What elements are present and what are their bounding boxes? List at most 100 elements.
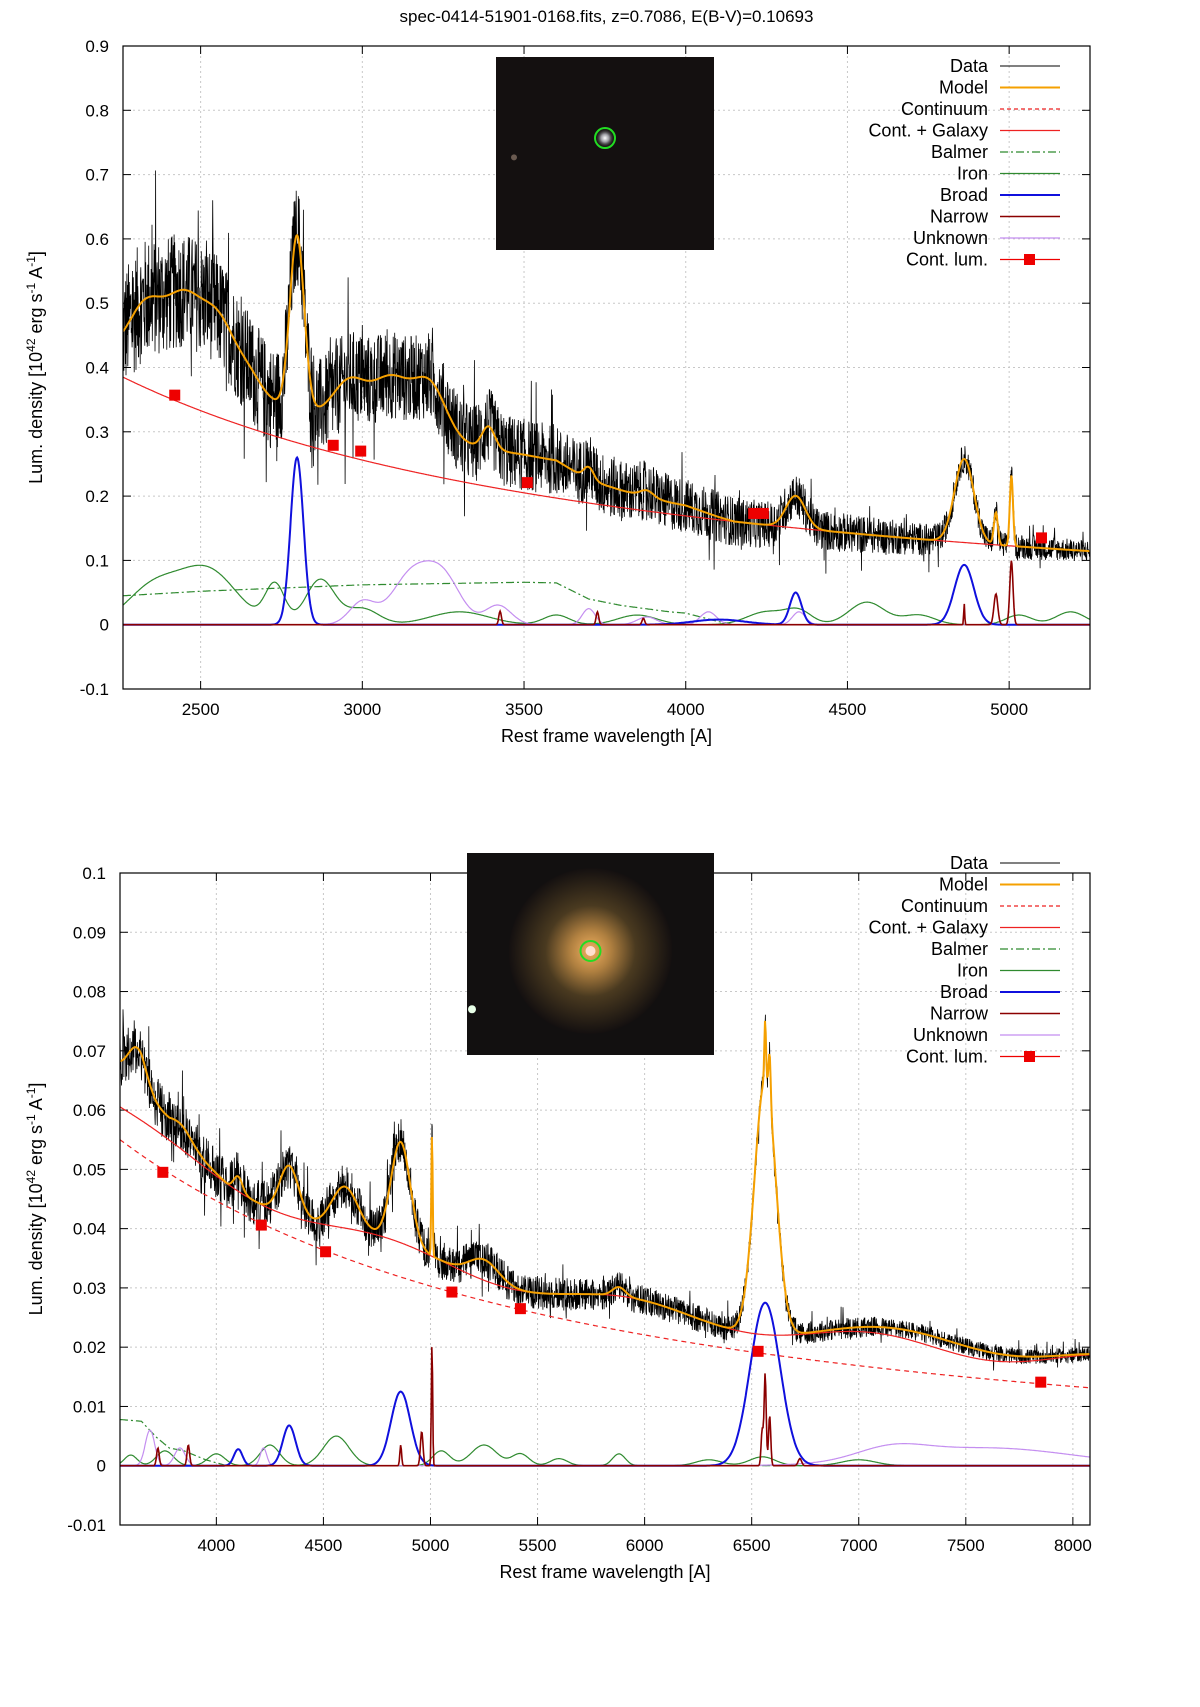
y-tick-label: 0 bbox=[97, 1457, 106, 1476]
x-tick-label: 5000 bbox=[412, 1536, 450, 1555]
legend-label: Unknown bbox=[913, 228, 988, 248]
y-tick-label: 0.06 bbox=[73, 1101, 106, 1120]
y-tick-label: 0.03 bbox=[73, 1279, 106, 1298]
y-tick-label: -0.1 bbox=[80, 680, 109, 699]
y-tick-label: 0 bbox=[100, 616, 109, 635]
y-tick-label: 0.08 bbox=[73, 983, 106, 1002]
legend-label: Data bbox=[950, 853, 989, 873]
y-tick-label: 0.04 bbox=[73, 1220, 106, 1239]
x-tick-label: 7000 bbox=[840, 1536, 878, 1555]
x-tick-label: 6000 bbox=[626, 1536, 664, 1555]
cont-lum-point bbox=[327, 439, 339, 451]
cont-lum-point bbox=[446, 1286, 458, 1298]
cont-lum-point bbox=[255, 1219, 267, 1231]
x-tick-label: 6500 bbox=[733, 1536, 771, 1555]
series-unknown bbox=[120, 1429, 1090, 1467]
series-cont-galaxy bbox=[120, 1106, 1090, 1363]
x-axis-label: Rest frame wavelength [A] bbox=[499, 1562, 710, 1582]
series-model bbox=[123, 233, 1090, 553]
y-tick-label: 0.5 bbox=[85, 294, 109, 313]
series-continuum bbox=[120, 1139, 1090, 1389]
spectrum-chart-0: spec-0414-51901-0168.fits, z=0.7086, E(B… bbox=[24, 7, 1091, 746]
cont-lum-point bbox=[1035, 532, 1047, 544]
inset-background bbox=[496, 57, 714, 250]
x-tick-label: 3000 bbox=[343, 700, 381, 719]
cont-lum-point bbox=[355, 445, 367, 457]
y-tick-label: 0.05 bbox=[73, 1160, 106, 1179]
cont-lum-point bbox=[1035, 1376, 1047, 1388]
y-tick-label: 0.1 bbox=[82, 864, 106, 883]
x-tick-label: 4500 bbox=[305, 1536, 343, 1555]
x-tick-label: 4000 bbox=[667, 700, 705, 719]
cont-lum-point bbox=[521, 477, 533, 489]
legend-label: Cont. + Galaxy bbox=[868, 121, 988, 141]
plot-area bbox=[120, 1009, 1090, 1467]
x-tick-label: 5000 bbox=[990, 700, 1028, 719]
plot-area bbox=[123, 170, 1090, 626]
x-tick-label: 8000 bbox=[1054, 1536, 1092, 1555]
x-tick-label: 2500 bbox=[182, 700, 220, 719]
series-narrow bbox=[123, 560, 1090, 626]
legend-label: Model bbox=[939, 78, 988, 98]
y-tick-label: 0.6 bbox=[85, 230, 109, 249]
faint-source bbox=[511, 154, 517, 161]
axes: 4000 4500 5000 5500 6000 6500 7000 7500 8000 -0.0… bbox=[67, 864, 1092, 1555]
inset-sky-image bbox=[496, 57, 714, 250]
x-tick-label: 5500 bbox=[519, 1536, 557, 1555]
axes: 2500 3000 3500 4000 4500 5000 -0.1 0 0.1 0.2 0.3 0.… bbox=[80, 37, 1090, 719]
y-tick-label: 0.1 bbox=[85, 551, 109, 570]
legend-label: Iron bbox=[957, 961, 988, 981]
x-tick-label: 7500 bbox=[947, 1536, 985, 1555]
series-data bbox=[123, 170, 1090, 574]
y-axis-label: Lum. density [1042 erg s-1 A-1] bbox=[24, 1083, 46, 1316]
legend-marker bbox=[1024, 1051, 1035, 1062]
legend-label: Broad bbox=[940, 185, 988, 205]
target-marker bbox=[579, 940, 602, 962]
cont-lum-point bbox=[748, 507, 760, 519]
x-tick-label: 3500 bbox=[505, 700, 543, 719]
legend-label: Cont. + Galaxy bbox=[868, 918, 988, 938]
y-tick-label: 0.9 bbox=[85, 37, 109, 56]
cont-lum-point bbox=[757, 507, 769, 519]
x-axis-label: Rest frame wavelength [A] bbox=[501, 726, 712, 746]
legend-label: Narrow bbox=[930, 207, 989, 227]
legend-label: Model bbox=[939, 875, 988, 895]
legend-label: Narrow bbox=[930, 1004, 989, 1024]
legend-label: Cont. lum. bbox=[906, 250, 988, 270]
galaxy-nucleus bbox=[585, 946, 596, 956]
legend-label: Balmer bbox=[931, 142, 988, 162]
x-tick-label: 4000 bbox=[197, 1536, 235, 1555]
y-tick-label: 0.4 bbox=[85, 359, 109, 378]
legend-label: Balmer bbox=[931, 939, 988, 959]
quasar-source bbox=[595, 128, 615, 149]
series-balmer bbox=[123, 581, 1090, 626]
chart-title: spec-0414-51901-0168.fits, z=0.7086, E(B… bbox=[400, 7, 814, 26]
y-tick-label: 0.2 bbox=[85, 487, 109, 506]
x-tick-label: 4500 bbox=[829, 700, 867, 719]
y-tick-label: 0.7 bbox=[85, 166, 109, 185]
spectrum-panel-bottom: spec-1822-53172-0308.fits, z=0.1098, E(B… bbox=[0, 853, 1200, 1707]
cont-lum-point bbox=[514, 1303, 526, 1315]
y-axis-label: Lum. density [1042 erg s-1 A-1] bbox=[24, 251, 46, 484]
spectrum-panel-top: spec-0414-51901-0168.fits, z=0.7086, E(B… bbox=[0, 0, 1200, 853]
spectrum-chart-1: spec-1822-53172-0308.fits, z=0.1098, E(B… bbox=[24, 853, 1092, 1582]
y-tick-label: 0.8 bbox=[85, 101, 109, 120]
y-tick-label: 0.01 bbox=[73, 1397, 106, 1416]
plot-frame bbox=[122, 45, 1091, 690]
field-star bbox=[468, 1005, 476, 1014]
legend-marker bbox=[1024, 254, 1035, 265]
cont-lum-point bbox=[752, 1345, 764, 1357]
series-narrow bbox=[120, 1347, 1090, 1467]
legend-label: Unknown bbox=[913, 1025, 988, 1045]
cont-lum-point bbox=[320, 1246, 332, 1258]
legend-label: Iron bbox=[957, 164, 988, 184]
inset-sky-image bbox=[467, 853, 714, 1055]
legend-label: Continuum bbox=[901, 896, 988, 916]
target-marker bbox=[594, 127, 616, 150]
legend-label: Cont. lum. bbox=[906, 1047, 988, 1067]
cont-lum-point bbox=[169, 389, 181, 401]
y-tick-label: 0.09 bbox=[73, 923, 106, 942]
series-balmer bbox=[120, 1418, 1090, 1467]
